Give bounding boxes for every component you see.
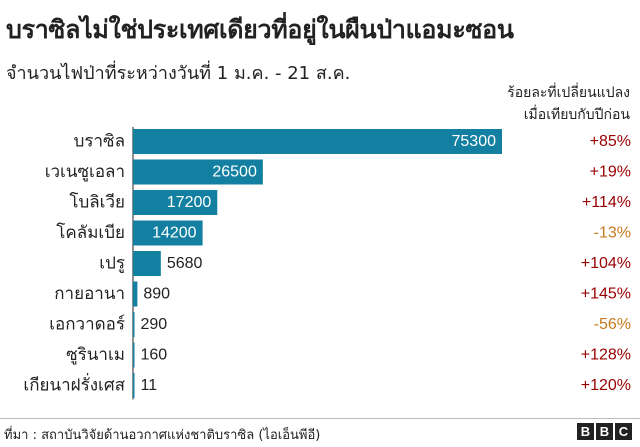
change-label: +128% [581, 347, 631, 364]
value-label: 17200 [167, 194, 212, 211]
value-label: 5680 [167, 255, 203, 272]
category-label: เปรู [99, 254, 125, 274]
change-label: +145% [581, 286, 631, 303]
change-header-line-2: เมื่อเทียบกับปีก่อน [523, 107, 630, 123]
bar [133, 220, 203, 246]
bbc-logo: B B C [577, 423, 632, 440]
change-label: +19% [590, 164, 631, 181]
category-label: กายอานา [54, 284, 125, 304]
bbc-logo-letter-1: B [577, 423, 594, 440]
source-note: ที่มา : สถาบันวิจัยด้านอวกาศแห่งชาติบราซ… [4, 428, 321, 443]
category-label: โบลิเวีย [69, 192, 125, 213]
change-label: +104% [581, 255, 631, 272]
change-label: +114% [582, 194, 631, 211]
value-label: 11 [141, 377, 158, 394]
bbc-logo-letter-2: B [596, 423, 613, 440]
value-label: 75300 [452, 133, 497, 150]
bar [133, 251, 161, 276]
bar [133, 159, 263, 185]
category-label: เอกวาดอร์ [49, 315, 125, 335]
bar [133, 129, 502, 154]
category-label: เกียนาฝรั่งเศส [23, 373, 125, 396]
change-label: +120% [581, 377, 631, 394]
value-label: 26500 [212, 164, 257, 181]
bar [133, 312, 135, 337]
category-label: บราซิล [74, 132, 125, 152]
bar [133, 342, 135, 368]
category-label: ซูรินาเม [66, 345, 125, 365]
footer-divider [0, 418, 640, 419]
category-label: เวเนซูเอลา [45, 162, 125, 182]
chart-title: บราซิลไม่ใช่ประเทศเดียวที่อยู่ในผืนป่าแอ… [6, 15, 514, 44]
category-label: โคลัมเบีย [56, 222, 125, 243]
value-label: 14200 [152, 225, 197, 242]
change-label: -56% [594, 316, 631, 333]
chart-subtitle: จำนวนไฟป่าที่ระหว่างวันที่ 1 ม.ค. - 21 ส… [6, 63, 351, 84]
bbc-logo-letter-3: C [615, 423, 632, 440]
change-label: +85% [590, 133, 631, 150]
change-header-line-1: ร้อยละที่เปลี่ยนแปลง [507, 85, 630, 101]
value-label: 890 [143, 286, 170, 303]
bar [133, 190, 218, 215]
change-column-header: ร้อยละที่เปลี่ยนแปลง เมื่อเทียบกับปีก่อน [470, 82, 630, 126]
change-label: -13% [594, 225, 631, 242]
bar [133, 281, 138, 307]
bar [133, 373, 135, 398]
value-label: 160 [141, 347, 168, 364]
value-label: 290 [141, 316, 168, 333]
